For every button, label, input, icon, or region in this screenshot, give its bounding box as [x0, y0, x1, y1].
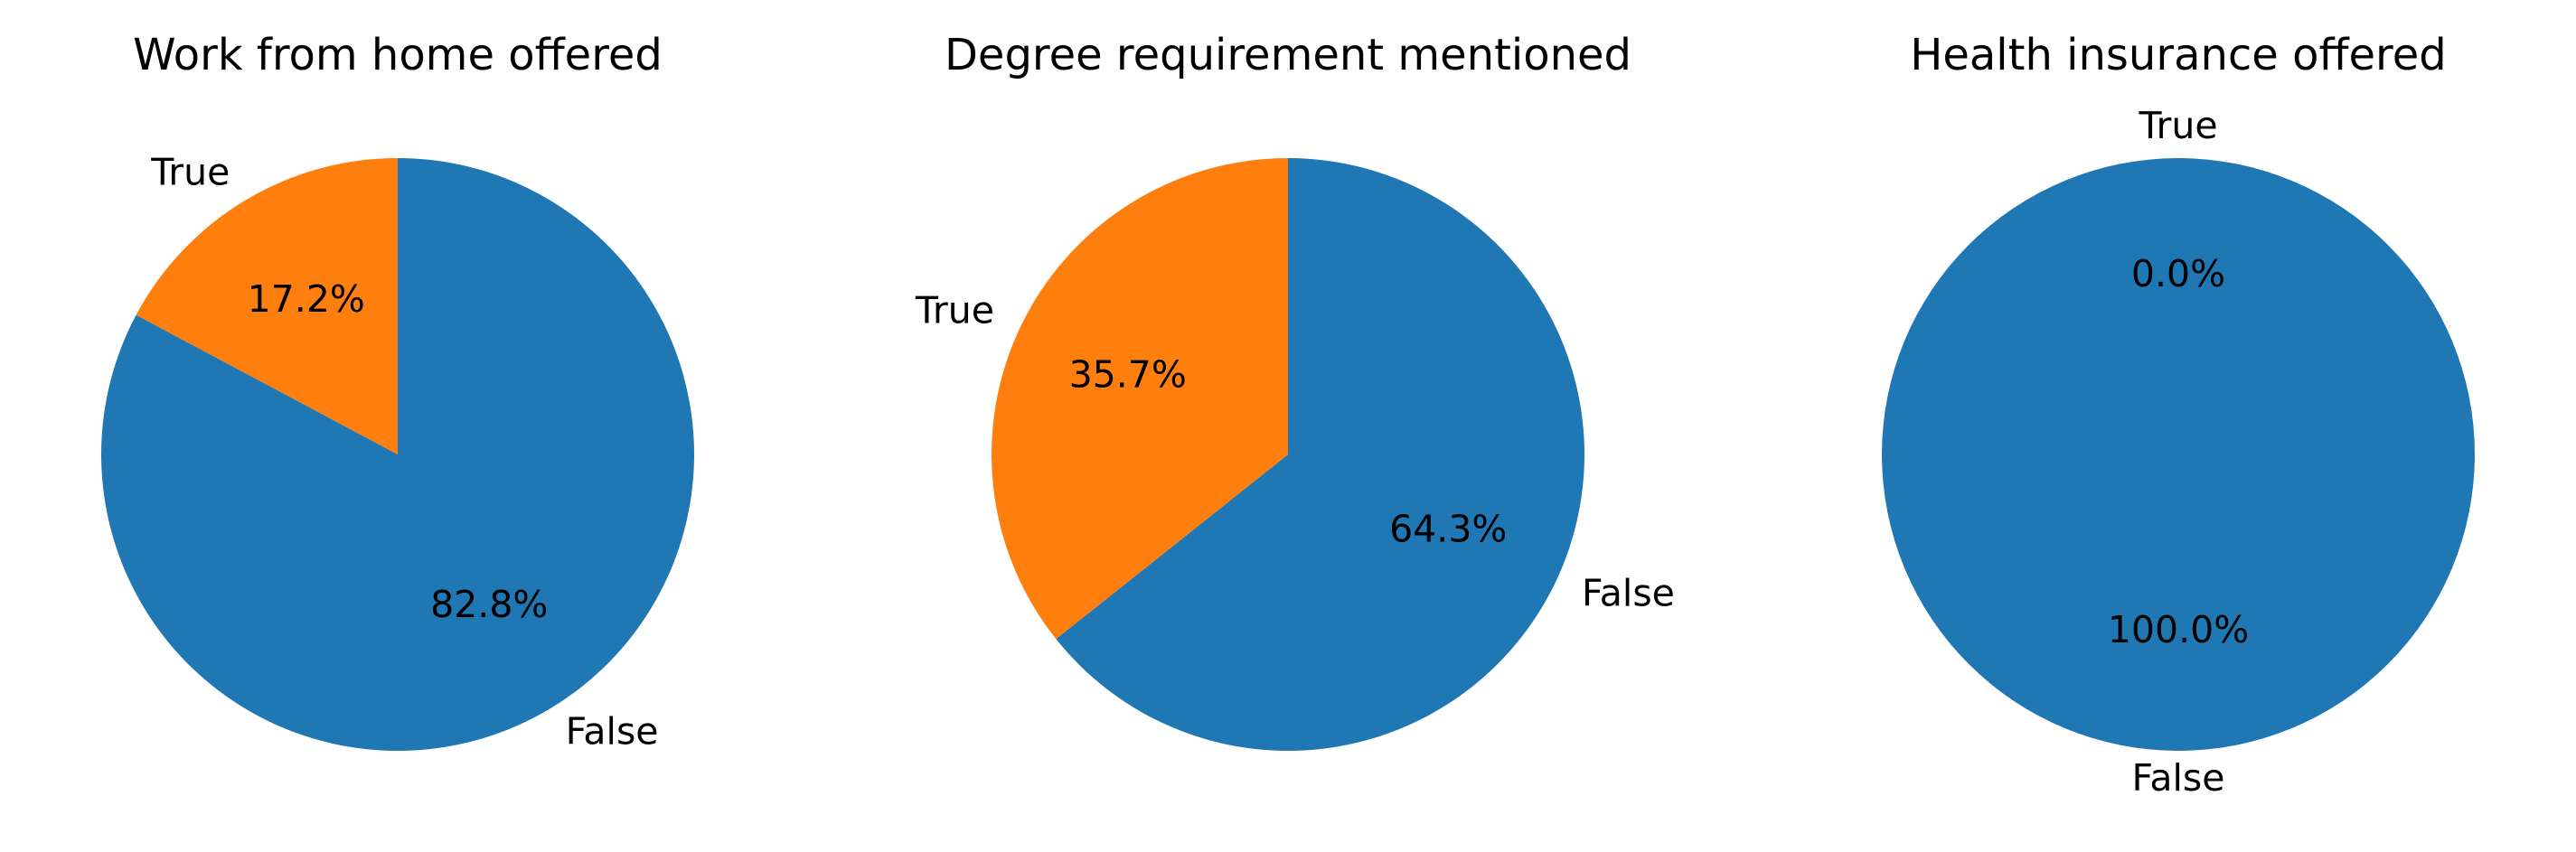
- pie-chart-work-from-home: Work from home offered False 82.8% True 17.…: [100, 30, 694, 753]
- chart-title: Degree requirement mentioned: [945, 30, 1631, 80]
- slice-label-true: True: [915, 288, 994, 332]
- slice-label-false: False: [2132, 756, 2225, 800]
- percent-label-false: 100.0%: [2108, 608, 2249, 651]
- pie-chart-health-insurance: Health insurance offered False 100.0% True…: [1882, 30, 2475, 800]
- pie-slice-true: [136, 157, 399, 454]
- chart-title: Health insurance offered: [1910, 30, 2446, 80]
- pie-chart-degree-requirement: Degree requirement mentioned False 64.3% T…: [915, 30, 1675, 751]
- slice-label-true: True: [2138, 104, 2217, 147]
- pie-slice-false: [1056, 158, 1584, 751]
- slice-label-false: False: [1582, 572, 1675, 615]
- percent-label-false: 82.8%: [430, 583, 548, 626]
- percent-label-true: 35.7%: [1069, 353, 1187, 397]
- chart-title: Work from home offered: [133, 30, 663, 80]
- pie-slice-false: [1882, 158, 2475, 751]
- percent-label-false: 64.3%: [1389, 507, 1507, 550]
- pie-slice-true: [992, 157, 1288, 640]
- slice-label-true: True: [150, 151, 230, 194]
- percent-label-true: 17.2%: [248, 277, 365, 321]
- percent-label-true: 0.0%: [2131, 252, 2225, 295]
- slice-label-false: False: [566, 709, 659, 753]
